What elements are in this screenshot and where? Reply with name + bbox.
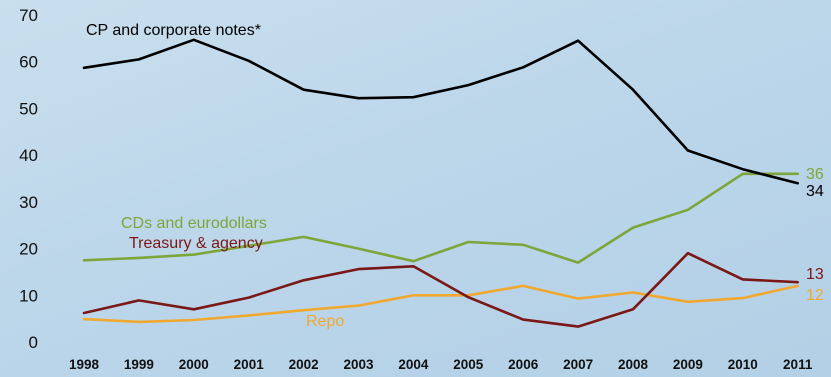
series-line-2	[82, 251, 800, 328]
x-tick-label: 2007	[563, 357, 593, 372]
series-label-treasury: Treasury & agency	[129, 235, 263, 252]
series-line-3	[82, 284, 800, 324]
y-tick-label: 50	[19, 99, 38, 118]
series-line-1	[82, 172, 800, 264]
x-tick-label: 2003	[343, 357, 374, 372]
series-label-repo: Repo	[306, 313, 344, 330]
y-tick-label: 0	[29, 333, 38, 352]
x-tick-label: 2006	[508, 357, 539, 372]
series-line-0	[82, 38, 800, 185]
end-label-cds: 36	[806, 166, 824, 183]
end-label-cp: 34	[806, 183, 824, 200]
x-tick-label: 2011	[783, 357, 813, 372]
series-label-cp: CP and corporate notes*	[86, 22, 261, 39]
y-axis: 0 10 20 30 40 50 60 70	[19, 6, 38, 352]
x-tick-label: 1999	[124, 357, 154, 372]
y-tick-label: 70	[19, 6, 38, 25]
x-tick-label: 2010	[728, 357, 758, 372]
x-tick-label: 2001	[234, 357, 265, 372]
x-axis: 1998 1999 2000 2001 2002 2003 2004 2005 2006 2007…	[69, 357, 813, 372]
x-tick-label: 2005	[453, 357, 484, 372]
x-tick-label: 2008	[618, 357, 649, 372]
end-label-treasury: 13	[806, 266, 824, 283]
x-tick-label: 2009	[673, 357, 703, 372]
y-tick-label: 30	[19, 193, 38, 212]
end-label-repo: 12	[806, 287, 824, 304]
series-lines	[82, 38, 800, 328]
series-label-cds: CDs and eurodollars	[121, 215, 267, 232]
y-tick-label: 60	[19, 53, 38, 72]
x-tick-label: 2002	[289, 357, 319, 372]
series-labels: CP and corporate notes* CDs and eurodoll…	[86, 22, 344, 330]
end-labels: 36 34 13 12	[806, 166, 824, 304]
y-tick-label: 40	[19, 146, 38, 165]
y-tick-label: 20	[19, 240, 38, 259]
x-tick-label: 1998	[69, 357, 100, 372]
x-tick-label: 2004	[398, 357, 429, 372]
x-tick-label: 2000	[179, 357, 209, 372]
y-tick-label: 10	[19, 286, 38, 305]
